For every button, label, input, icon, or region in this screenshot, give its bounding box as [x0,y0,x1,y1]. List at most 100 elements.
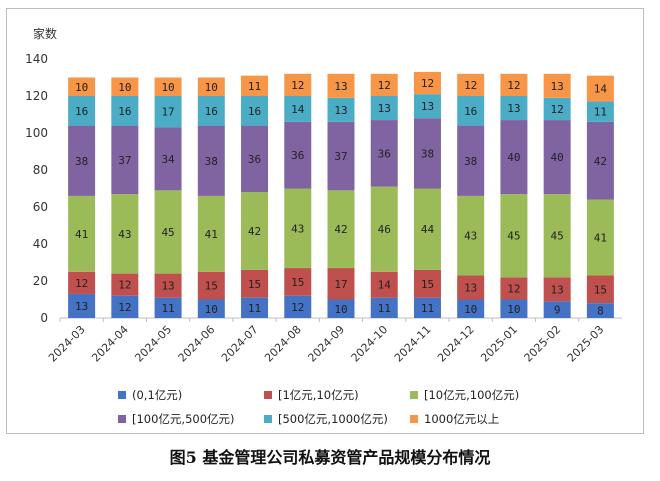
data-label: 36 [248,153,261,166]
data-label: 16 [248,105,261,118]
data-label: 15 [594,283,607,296]
data-label: 38 [464,155,477,168]
y-tick-label: 120 [25,89,48,103]
legend-item: (0,1亿元) [118,387,264,403]
data-label: 12 [507,282,520,295]
bar-segment [500,73,528,96]
x-tick-label: 2024-09 [305,323,347,365]
bar-segment [154,77,182,96]
x-tick-label: 2024-06 [176,323,218,365]
bar-segment [327,268,355,300]
data-label: 44 [421,223,435,236]
bar-segment [111,295,139,318]
bar-segment [68,96,96,126]
bar-segment [197,77,225,96]
data-label: 45 [161,226,174,239]
bar-segment [370,186,398,272]
bar-segment [586,199,614,276]
bar-segment [68,271,96,294]
bar-segment [241,125,269,193]
data-label: 13 [551,283,564,296]
legend-swatch [410,415,418,423]
bar-segment [284,188,312,269]
data-label: 43 [118,228,131,241]
legend-swatch [118,415,126,423]
data-label: 37 [334,150,347,163]
bar-segment [500,194,528,278]
bar-segment [543,194,571,278]
data-label: 13 [464,281,477,294]
y-tick-label: 100 [25,126,48,140]
bar-segment [586,303,614,318]
data-label: 10 [75,81,88,94]
bar-segment [457,275,485,300]
data-label: 40 [507,151,520,164]
data-label: 16 [75,105,88,118]
figure-caption: 图5 基金管理公司私募资管产品规模分布情况 [169,448,491,467]
data-label: 11 [378,302,391,315]
data-label: 10 [118,81,131,94]
bar-segment [543,301,571,318]
data-label: 13 [507,102,520,115]
data-label: 37 [118,154,131,167]
y-tick-label: 60 [33,200,48,214]
y-tick-label: 140 [25,52,48,66]
data-label: 17 [334,278,347,291]
bar-segment [197,195,225,272]
bar-segment [284,268,312,296]
bar-segment [284,73,312,96]
data-label: 42 [594,155,607,168]
data-label: 15 [421,278,434,291]
data-label: 17 [161,106,174,119]
data-label: 36 [378,147,391,160]
data-label: 14 [594,83,608,96]
bar-segment [413,94,441,119]
bar-segment [111,194,139,274]
bar-segment [154,273,182,298]
bar-segment [457,195,485,276]
data-label: 45 [507,230,520,243]
data-label: 11 [161,302,174,315]
x-tick-label: 2025-01 [478,323,520,365]
bar-segment [68,77,96,96]
bar-segment [154,96,182,128]
x-tick-label: 2024-11 [392,323,434,365]
bar-segment [500,277,528,300]
data-label: 15 [248,278,261,291]
bar-segment [154,297,182,318]
bar-segment [586,101,614,122]
bar-segment [241,269,269,298]
bar-segment [457,96,485,126]
data-label: 8 [597,305,604,318]
data-label: 10 [161,81,174,94]
legend-label: [100亿元,500亿元) [132,412,235,426]
bar-segment [543,120,571,195]
x-tick-label: 2024-05 [133,323,175,365]
bar-segment [413,118,441,189]
bar-segment [327,121,355,191]
bar-segment [284,295,312,318]
bar-segment [500,96,528,121]
bar-segment [457,125,485,196]
bar-segment [154,190,182,274]
data-label: 14 [291,103,305,116]
bar-segment [241,96,269,126]
chart-legend: (0,1亿元) [1亿元,10亿元) [10亿元,100亿元) [100亿元,500亿… [118,387,558,427]
bar-segment [586,121,614,200]
data-label: 12 [378,79,391,92]
data-label: 12 [421,77,434,90]
bar-segment [68,195,96,272]
data-label: 41 [594,232,607,245]
data-label: 46 [378,223,391,236]
bar-segment [241,297,269,318]
data-label: 42 [248,225,261,238]
bar-segment [111,273,139,296]
data-label: 12 [118,279,131,292]
data-label: 42 [334,223,347,236]
data-label: 13 [75,300,88,313]
data-label: 43 [291,222,304,235]
bar-segment [413,269,441,298]
legend-label: (0,1亿元) [132,388,183,402]
data-label: 13 [421,100,434,113]
